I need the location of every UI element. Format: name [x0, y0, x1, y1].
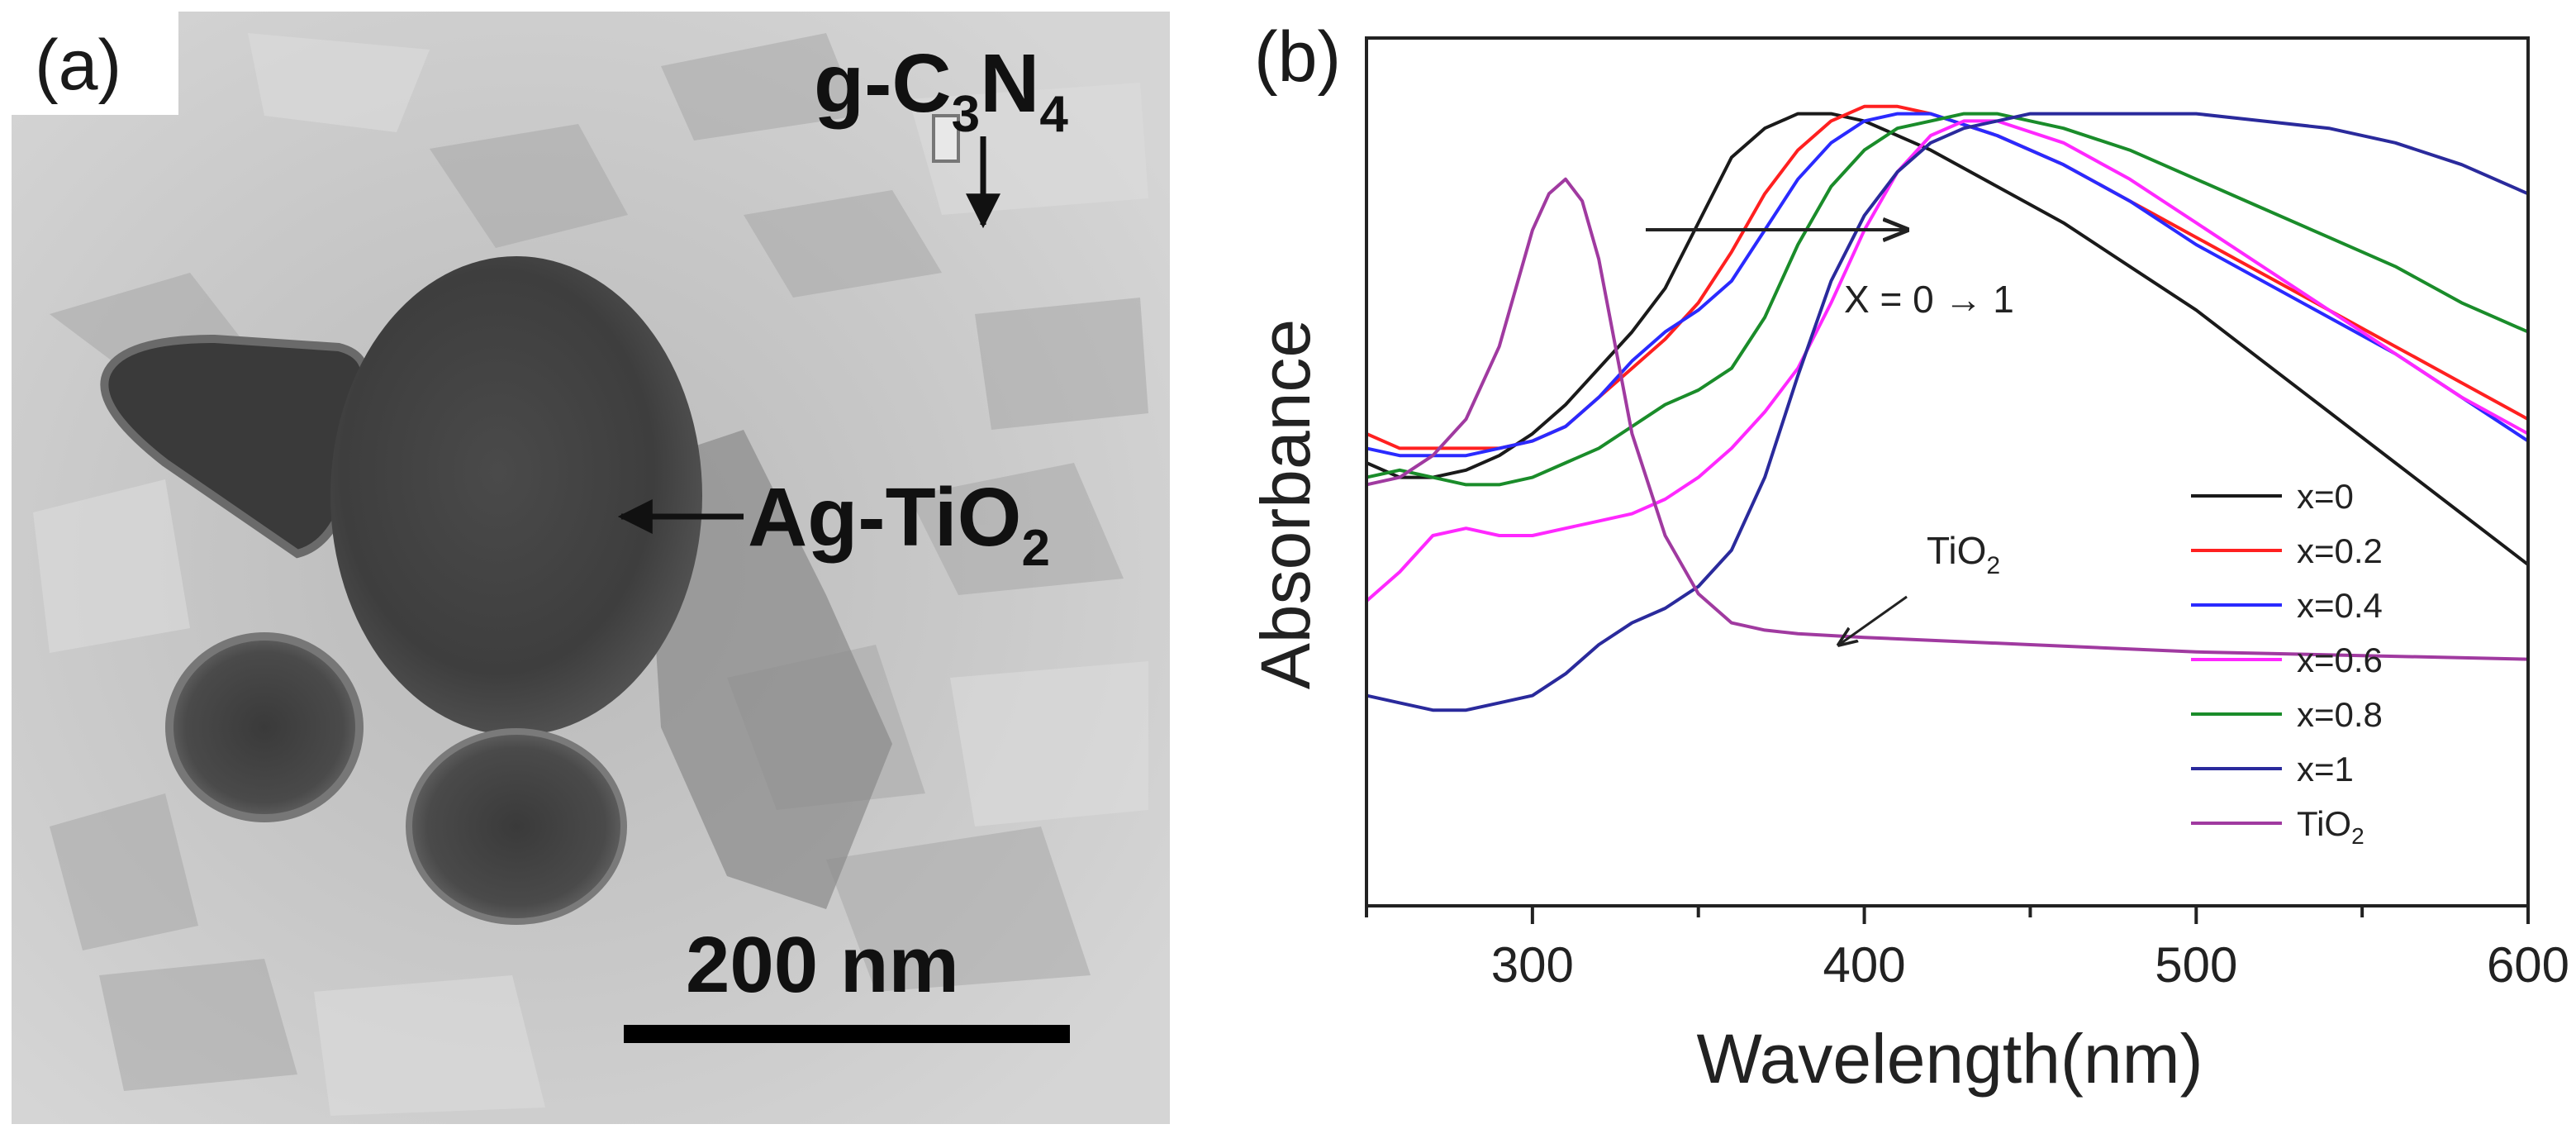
series-line-x-0-8 [1366, 112, 2529, 487]
g-c3n4-n: N [980, 37, 1039, 130]
series-line-x-0-4 [1366, 112, 2530, 458]
g-c3n4-sub-3: 3 [952, 86, 980, 143]
x-tick-label: 500 [2155, 937, 2237, 993]
panel-a-label-box [12, 12, 178, 115]
ag-tio2-sub: 2 [1021, 520, 1049, 577]
legend-label: x=0.8 [2297, 695, 2383, 734]
x-tick-label: 300 [1491, 937, 1574, 993]
series-line-x-0 [1366, 112, 2530, 566]
tio2-annotation-label: TiO2 [1927, 529, 2000, 579]
bottom-particle [406, 728, 627, 925]
chart-panel: (b) 300 400 500 600 Wavelength(nm) Absorban… [1247, 17, 2569, 1098]
small-feature [932, 114, 960, 163]
tio2-annotation-arrow [1839, 595, 1908, 645]
legend-label: x=0.6 [2297, 641, 2383, 679]
plot-frame [1365, 36, 2530, 907]
tem-texture-light [33, 33, 1148, 1116]
g-c3n4-prefix: g-C [814, 37, 952, 130]
lower-left-particle [165, 632, 364, 822]
g-c3n4-label: g-C3N4 [814, 37, 1068, 143]
series-line-tio2 [1366, 177, 2529, 661]
series-line-x-0-6 [1365, 119, 2529, 603]
ag-tio2-large-particle [330, 256, 702, 736]
tio2-annotation-sub: 2 [1986, 552, 2000, 579]
scale-bar-label: 200 nm [686, 921, 959, 1009]
legend-label: x=1 [2297, 750, 2354, 788]
x-tick-label: 600 [2487, 937, 2569, 993]
legend-label: x=0.2 [2297, 531, 2383, 570]
legend: x=0 x=0.2 x=0.4 x=0.6 x=0.8 x=1 TiO2 [2191, 477, 2383, 849]
series-line-x-1 [1366, 112, 2529, 712]
plot-area [1365, 104, 2530, 712]
scale-bar [624, 1025, 1070, 1043]
panel-b-label: (b) [1254, 17, 1341, 97]
ag-tio2-label: Ag-TiO2 [748, 471, 1050, 577]
tem-texture [50, 33, 1148, 1091]
legend-label: TiO2 [2297, 804, 2365, 849]
panel-a-label: (a) [35, 26, 121, 105]
x-tick-label: 400 [1823, 937, 1906, 993]
ag-tio2-main: Ag-TiO [748, 471, 1021, 564]
tem-shadow-region [644, 430, 892, 909]
legend-label: x=0 [2297, 477, 2354, 516]
x-shift-label: X = 0 → 1 [1844, 278, 2014, 321]
tem-image-panel: (a) g-C3N4 Ag-TiO2 200 nm [12, 12, 1170, 1124]
y-axis-title: Absorbance [1247, 319, 1324, 689]
tio2-annotation-main: TiO [1927, 529, 1986, 572]
x-axis-title: Wavelength(nm) [1696, 1020, 2203, 1098]
g-c3n4-sub-4: 4 [1039, 86, 1068, 143]
x-axis-ticks: 300 400 500 600 [1365, 906, 2569, 993]
legend-label: x=0.4 [2297, 586, 2383, 625]
